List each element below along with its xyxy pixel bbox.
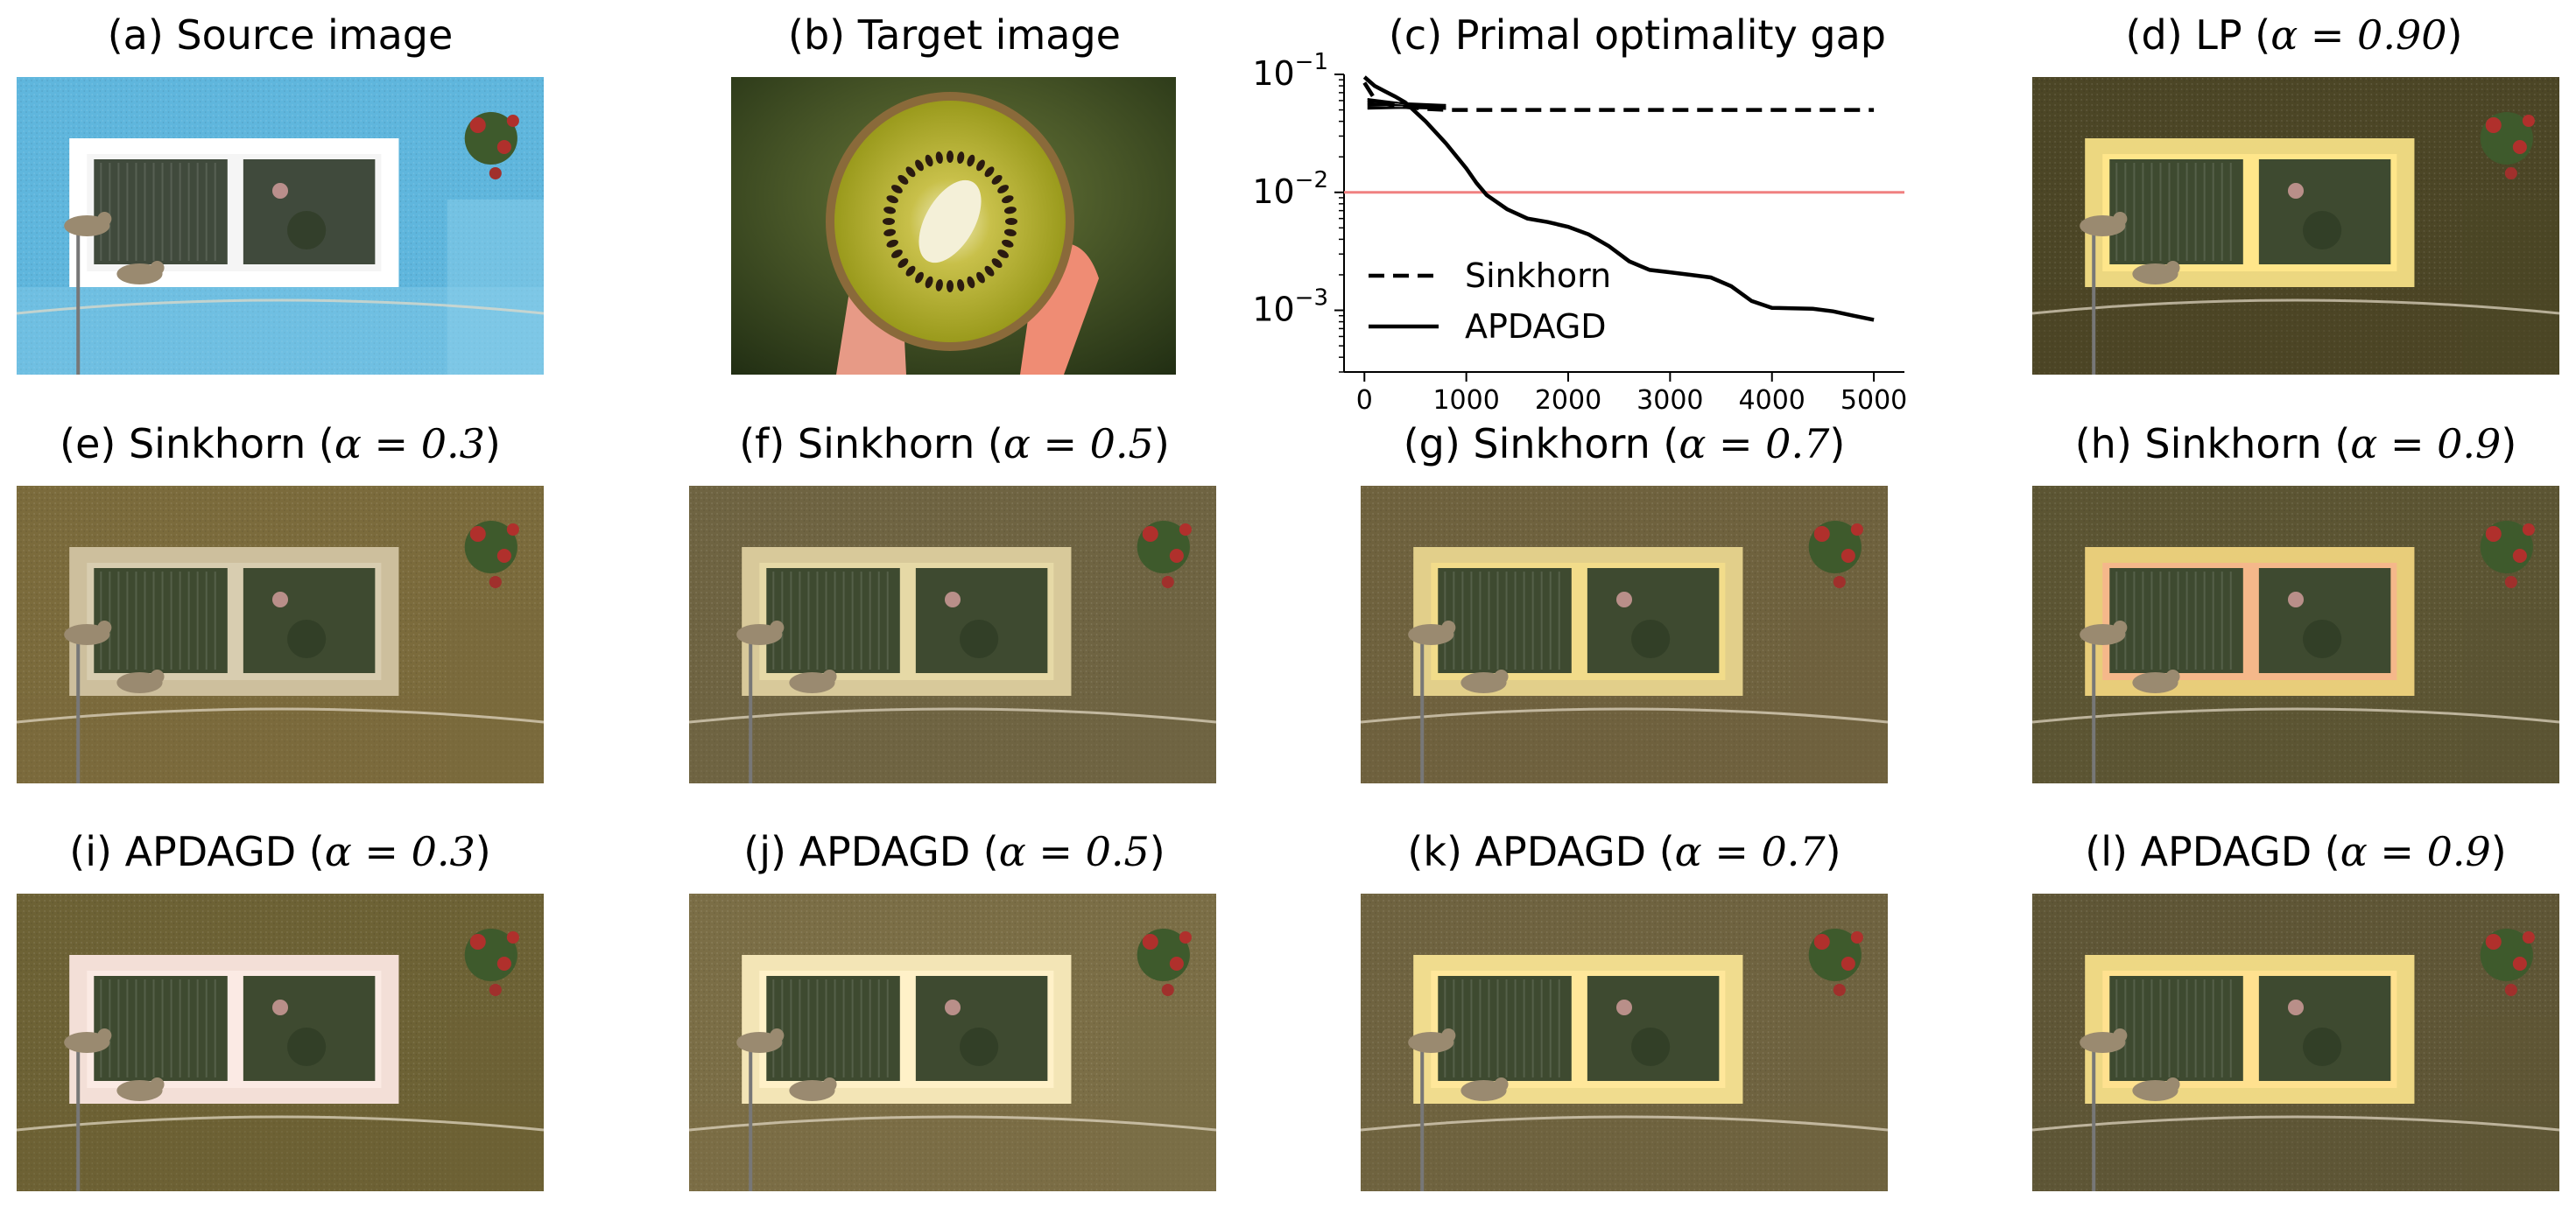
- panel-a-source-image: [17, 77, 544, 375]
- caption-d: (d) LP (α = 0.90): [2125, 11, 2463, 59]
- caption-f: (f) Sinkhorn (α = 0.5): [739, 420, 1170, 467]
- panel-b-target-image: [731, 77, 1176, 375]
- caption-e: (e) Sinkhorn (α = 0.3): [60, 420, 501, 467]
- caption-k: (k) APDAGD (α = 0.7): [1407, 828, 1841, 875]
- x-tick-label: 3000: [1636, 385, 1703, 416]
- panel-d-lp-result: [2032, 77, 2559, 375]
- panel-f-sinkhorn-05: [689, 486, 1216, 783]
- caption-i: (i) APDAGD (α = 0.3): [69, 828, 491, 875]
- sinkhorn-oscillation: [1367, 106, 1446, 110]
- caption-g: (g) Sinkhorn (α = 0.7): [1403, 420, 1846, 467]
- panel-h-sinkhorn-09: [2032, 486, 2559, 783]
- legend-label-sinkhorn: Sinkhorn: [1465, 256, 1611, 295]
- caption-j: (j) APDAGD (α = 0.5): [743, 828, 1165, 875]
- sinkhorn-oscillation: [1367, 103, 1446, 107]
- y-tick-label: 10−3: [1252, 285, 1328, 329]
- y-tick-label: 10−1: [1252, 49, 1328, 93]
- caption-l: (l) APDAGD (α = 0.9): [2085, 828, 2507, 875]
- panel-k-apdagd-07: [1361, 894, 1888, 1191]
- panel-e-sinkhorn-03: [17, 486, 544, 783]
- series-line-apdagd: [1362, 75, 1875, 322]
- caption-b: (b) Target image: [788, 11, 1121, 59]
- x-tick-label: 0: [1356, 385, 1373, 416]
- panel-g-sinkhorn-07: [1361, 486, 1888, 783]
- x-tick-label: 2000: [1535, 385, 1601, 416]
- primal-gap-chart: 10−3 10−2 10−1 0 1000 2000 3000 4000 5000 Sinkhor…: [1252, 49, 1907, 416]
- panel-l-apdagd-09: [2032, 894, 2559, 1191]
- y-tick-label: 10−2: [1252, 167, 1328, 211]
- x-tick-label: 4000: [1739, 385, 1805, 416]
- x-tick-label: 5000: [1841, 385, 1907, 416]
- legend-label-apdagd: APDAGD: [1465, 307, 1607, 346]
- x-tick-label: 1000: [1432, 385, 1499, 416]
- panel-j-apdagd-05: [689, 894, 1216, 1191]
- panel-i-apdagd-03: [17, 894, 544, 1191]
- caption-h: (h) Sinkhorn (α = 0.9): [2074, 420, 2517, 467]
- caption-a: (a) Source image: [107, 11, 454, 59]
- caption-c: (c) Primal optimality gap: [1388, 11, 1886, 59]
